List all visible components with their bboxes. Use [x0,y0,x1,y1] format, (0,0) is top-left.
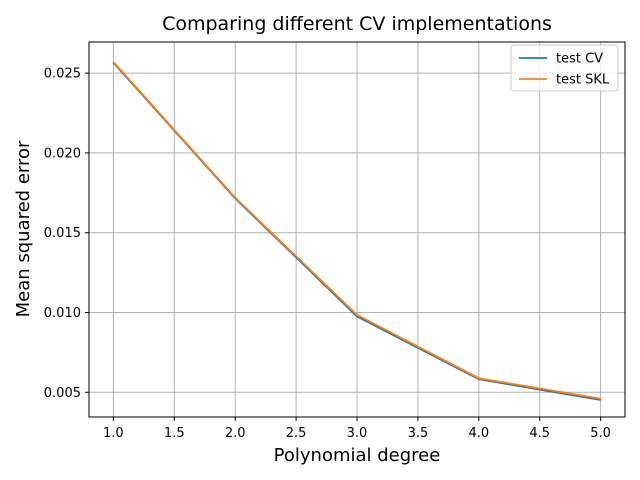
legend: test CV test SKL [510,44,619,92]
x-tick-label: 1.5 [164,426,185,441]
x-tick-label: 3.5 [408,426,429,441]
x-axis-label: Polynomial degree [274,445,441,466]
series-lines [112,61,601,401]
chart-title: Comparing different CV implementations [162,13,552,35]
y-axis: 0.005 0.010 0.015 0.020 0.025 [44,67,89,401]
x-tick-label: 2.5 [286,426,307,441]
legend-label: test SKL [556,73,610,88]
y-axis-label: Mean squared error [13,140,34,317]
y-tick-label: 0.015 [44,226,81,241]
x-tick-label: 5.0 [590,426,611,441]
y-tick-label: 0.010 [44,306,81,321]
x-tick-label: 4.0 [468,426,489,441]
x-tick-label: 3.0 [347,426,368,441]
y-tick-label: 0.005 [44,386,81,401]
x-axis: 1.0 1.5 2.0 2.5 3.0 3.5 4.0 4.5 5.0 [103,417,611,441]
y-tick-label: 0.025 [44,67,81,82]
x-tick-label: 4.5 [529,426,550,441]
x-tick-label: 1.0 [103,426,124,441]
y-tick-label: 0.020 [44,146,81,161]
x-tick-label: 2.0 [225,426,246,441]
series-line-1 [112,61,601,400]
legend-label: test CV [556,52,603,67]
grid [89,42,625,417]
